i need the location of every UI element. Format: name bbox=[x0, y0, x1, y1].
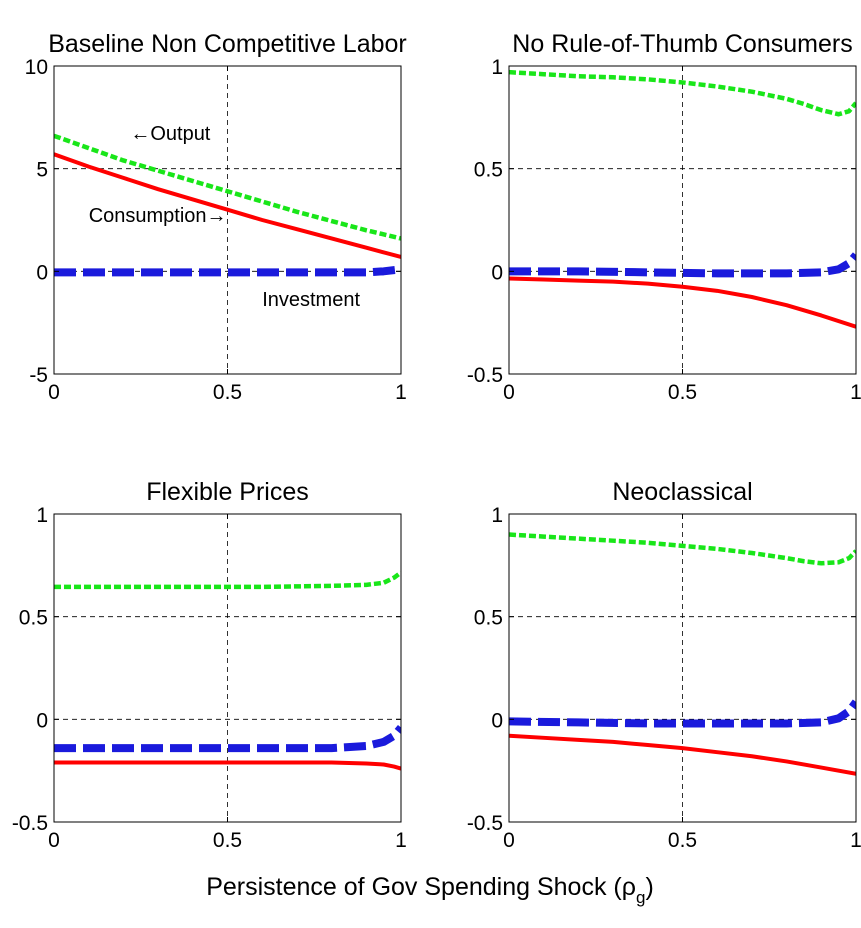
series-line-output bbox=[509, 69, 856, 117]
x-tick-label: 0.5 bbox=[213, 829, 242, 852]
x-tick-label: 0.5 bbox=[668, 381, 697, 404]
y-tick-label: 1 bbox=[36, 504, 48, 527]
x-tick-label: 0 bbox=[48, 381, 60, 404]
x-axis-label-close: ) bbox=[645, 873, 653, 901]
series-line-output bbox=[54, 570, 401, 590]
series-group bbox=[509, 69, 856, 329]
series-line-investment bbox=[54, 724, 401, 753]
y-tick-label: -0.5 bbox=[467, 364, 503, 387]
y-tick-label: 5 bbox=[36, 159, 48, 182]
x-tick-label: 0.5 bbox=[668, 829, 697, 852]
annotation-investment: Investment bbox=[262, 289, 360, 311]
series-line-investment bbox=[509, 699, 856, 728]
annotation-consumption: Consumption→ bbox=[89, 205, 227, 227]
y-tick-label: 0.5 bbox=[474, 159, 503, 182]
y-tick-label: 1 bbox=[491, 504, 503, 527]
x-tick-label: 1 bbox=[395, 381, 407, 404]
series-line-consumption bbox=[54, 760, 401, 771]
series-line-output bbox=[509, 532, 856, 566]
series-line-investment bbox=[509, 252, 856, 278]
x-tick-label: 0 bbox=[48, 829, 60, 852]
x-axis-label: Persistence of Gov Spending Shock (ρg) bbox=[206, 873, 654, 907]
x-tick-label: 0.5 bbox=[213, 381, 242, 404]
y-tick-label: -0.5 bbox=[12, 812, 48, 835]
y-tick-label: 10 bbox=[25, 56, 48, 79]
y-tick-label: 0 bbox=[491, 261, 503, 284]
y-tick-label: 0 bbox=[36, 709, 48, 732]
y-tick-label: -5 bbox=[29, 364, 48, 387]
y-tick-label: 0 bbox=[491, 709, 503, 732]
panel-title: No Rule-of-Thumb Consumers bbox=[512, 30, 852, 58]
rho-symbol: ρ bbox=[622, 873, 636, 901]
series-line-consumption bbox=[509, 276, 856, 329]
x-tick-label: 0 bbox=[503, 381, 515, 404]
panel-title: Baseline Non Competitive Labor bbox=[48, 30, 407, 58]
series-group bbox=[509, 532, 856, 776]
series-line-consumption bbox=[54, 152, 401, 259]
y-tick-label: 0.5 bbox=[474, 607, 503, 630]
series-line-output bbox=[54, 133, 401, 241]
y-tick-label: 0.5 bbox=[19, 607, 48, 630]
series-group bbox=[54, 133, 401, 277]
x-tick-label: 1 bbox=[395, 829, 407, 852]
panel-title: Neoclassical bbox=[612, 478, 752, 506]
y-tick-label: 1 bbox=[491, 56, 503, 79]
series-group bbox=[54, 570, 401, 771]
series-line-investment bbox=[54, 265, 401, 277]
y-tick-label: 0 bbox=[36, 261, 48, 284]
rho-subscript: g bbox=[636, 888, 645, 907]
series-line-consumption bbox=[509, 733, 856, 776]
x-tick-label: 1 bbox=[850, 381, 861, 404]
y-tick-label: -0.5 bbox=[467, 812, 503, 835]
x-tick-label: 1 bbox=[850, 829, 861, 852]
annotation-output: ←Output bbox=[130, 123, 210, 145]
panel-title: Flexible Prices bbox=[146, 478, 309, 506]
x-tick-label: 0 bbox=[503, 829, 515, 852]
